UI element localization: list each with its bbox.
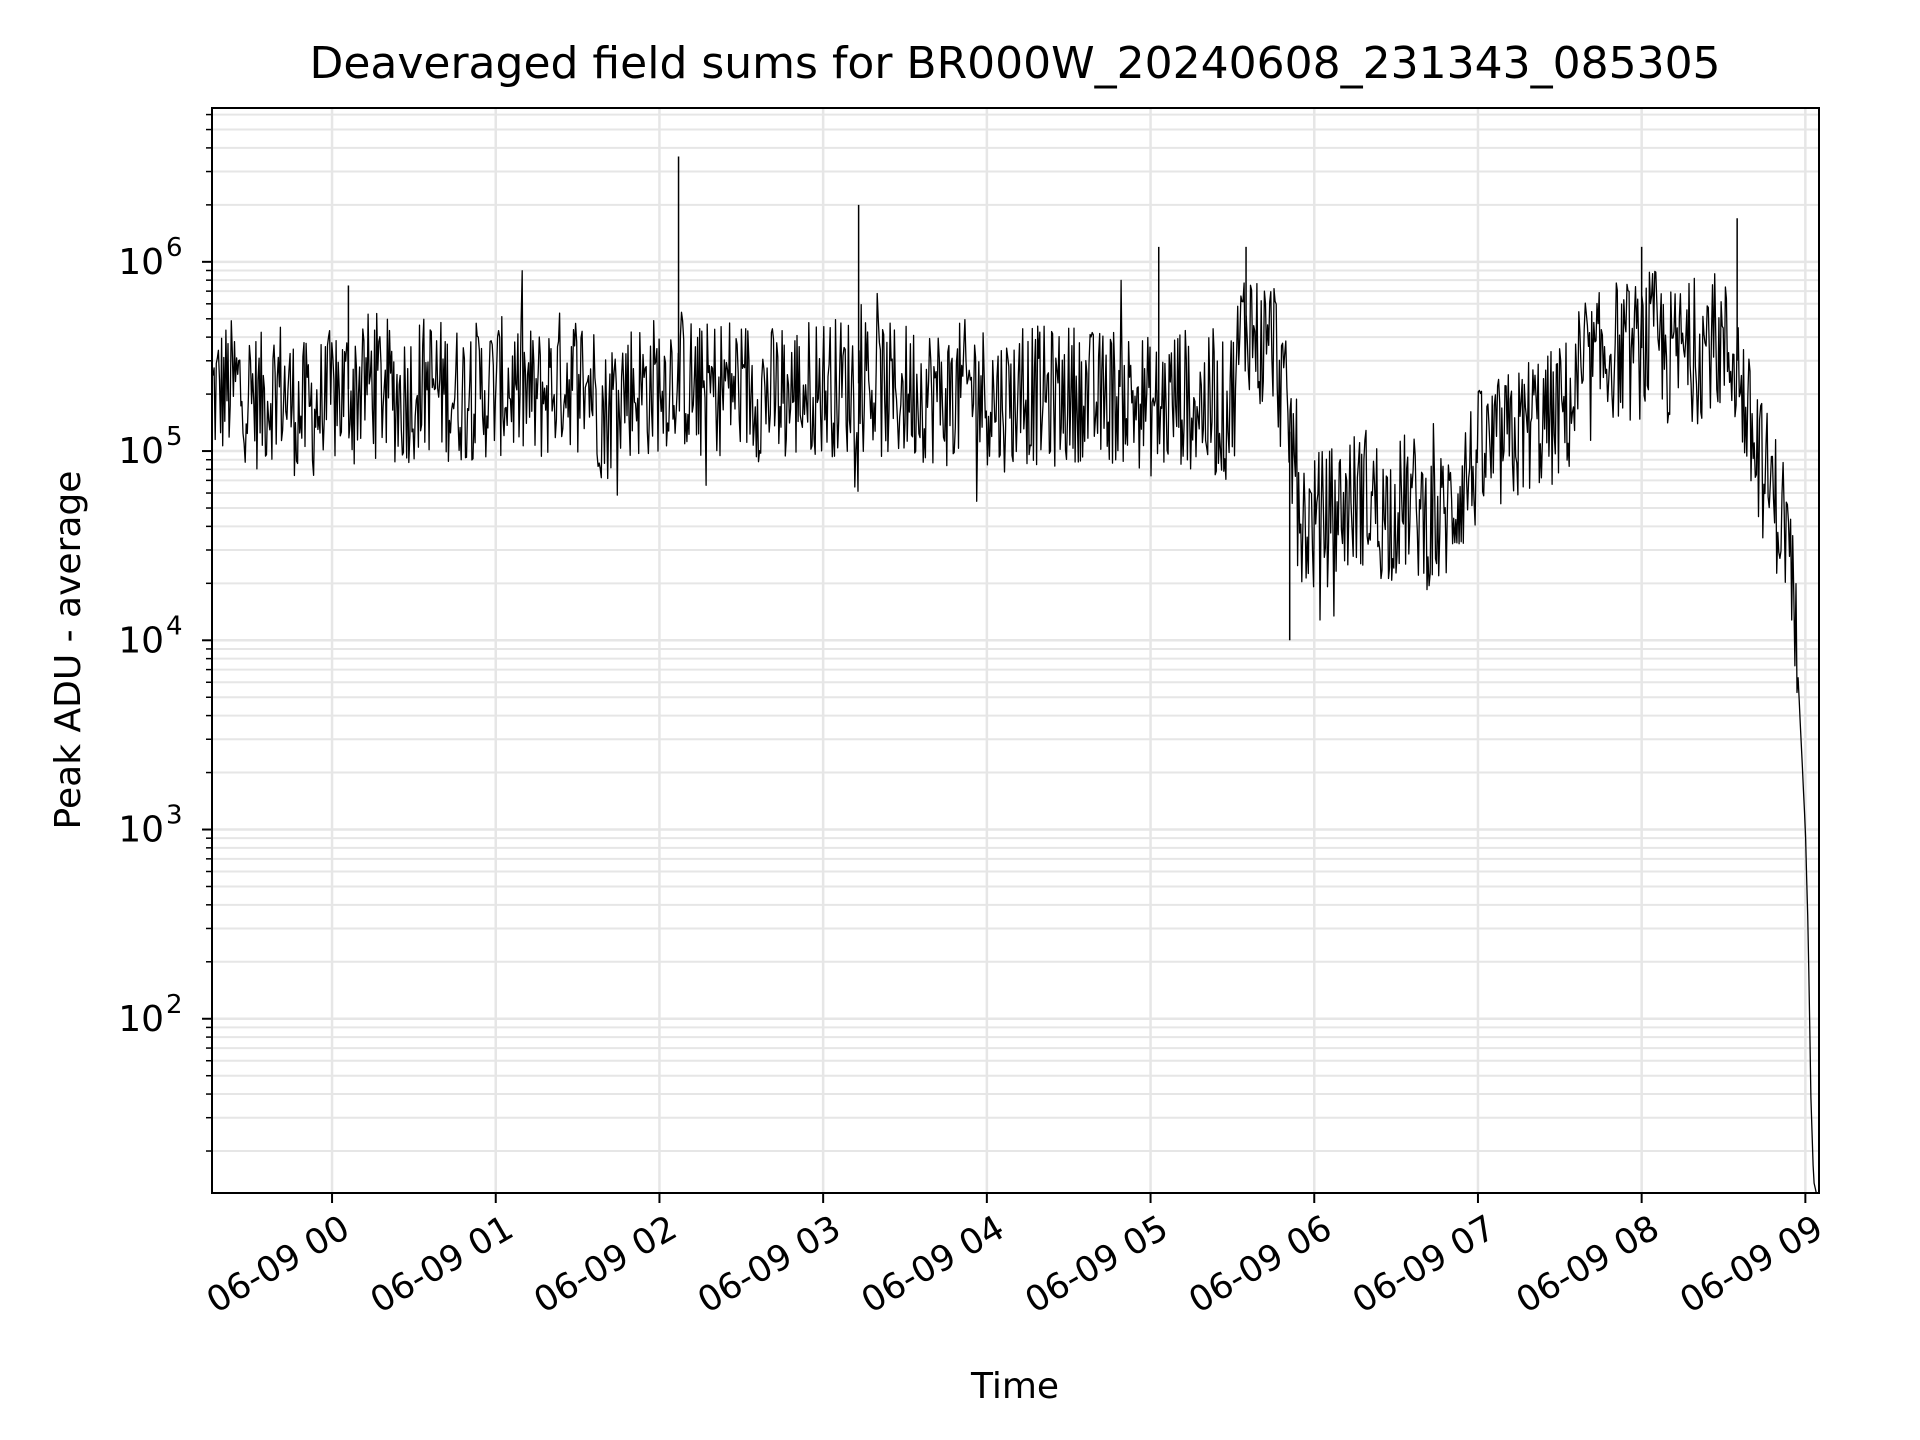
minor-grid	[212, 113, 1819, 1153]
y-axis-label: Peak ADU - average	[48, 471, 89, 830]
y-tick-label: 10	[118, 810, 164, 851]
y-tick-label-exponent: 5	[166, 422, 183, 452]
y-tick-label: 10	[118, 242, 164, 283]
y-tick-label: 10	[118, 999, 164, 1040]
series-line	[211, 270, 1817, 1194]
plot-frame	[211, 107, 1820, 1194]
y-tick-label-exponent: 4	[166, 611, 183, 641]
y-tick-label-exponent: 6	[166, 233, 183, 263]
x-axis-label: Time	[970, 1366, 1059, 1407]
y-tick-label: 10	[118, 431, 164, 472]
y-tick-label-exponent: 3	[166, 801, 183, 831]
y-tick-label: 10	[118, 620, 164, 661]
chart-title: Deaveraged field sums for BR000W_2024060…	[309, 38, 1720, 89]
series-layer	[211, 156, 1817, 1194]
y-tick-label-exponent: 2	[166, 990, 183, 1020]
